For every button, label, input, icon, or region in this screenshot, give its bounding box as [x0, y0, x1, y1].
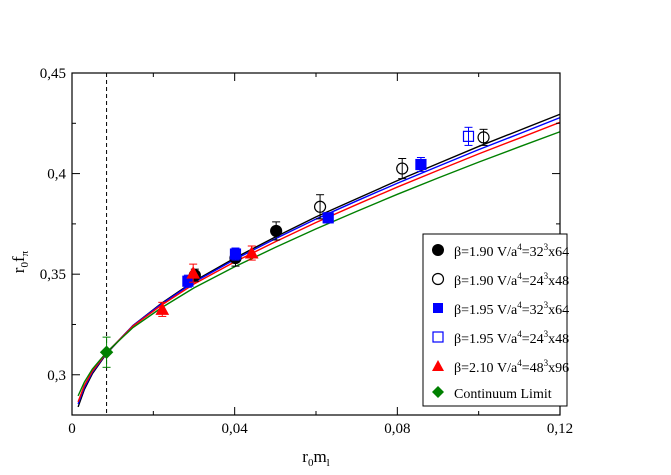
y-axis-label: r0fπ: [9, 250, 31, 273]
legend-marker-b190-32: [432, 244, 444, 256]
y-tick-label: 0,45: [40, 66, 66, 82]
data-point: [270, 224, 283, 238]
x-tick-label: 0,04: [222, 421, 249, 437]
data-point: [229, 248, 242, 260]
data-point: [313, 200, 327, 213]
legend-marker-b195-24: [432, 331, 444, 343]
data-point: [415, 158, 427, 171]
x-tick-label: 0,08: [384, 421, 410, 437]
x-axis-label: r0ml: [302, 447, 329, 469]
data-point: [477, 131, 490, 144]
legend-entry-continuum: Continuum Limit: [454, 387, 552, 402]
data-point: [155, 302, 170, 315]
legend-entry-b195-24: β=1.95 V/a4=243x48: [454, 329, 569, 347]
data-point: [396, 162, 409, 175]
y-tick-label: 0,4: [47, 167, 66, 183]
data-point: [244, 246, 259, 259]
data-point: [186, 266, 201, 279]
legend-marker-b190-24: [431, 272, 445, 286]
legend: β=1.90 V/a4=323x64 β=1.90 V/a4=243x48 β=…: [422, 233, 569, 407]
legend-box: [422, 233, 568, 407]
data-point: [462, 130, 475, 142]
legend-marker-b195-32: [433, 303, 443, 313]
fit-curve: [77, 121, 561, 403]
legend-marker-b210-48: [432, 360, 444, 371]
legend-entry-b195-32: β=1.95 V/a4=323x64: [454, 300, 569, 318]
legend-entry-b190-24: β=1.90 V/a4=243x48: [454, 271, 569, 289]
data-point: [99, 345, 114, 359]
plot-area: [77, 73, 561, 415]
x-tick-label: 0: [68, 421, 76, 437]
y-tick-label: 0,3: [47, 368, 66, 384]
x-tick-label: 0,12: [547, 421, 573, 437]
legend-marker-continuum: [432, 386, 444, 398]
data-point: [322, 212, 334, 224]
legend-entry-b210-48: β=2.10 V/a4=483x96: [454, 358, 569, 376]
legend-entry-b190-32: β=1.90 V/a4=323x64: [454, 242, 569, 260]
y-tick-label: 0,35: [40, 267, 66, 283]
